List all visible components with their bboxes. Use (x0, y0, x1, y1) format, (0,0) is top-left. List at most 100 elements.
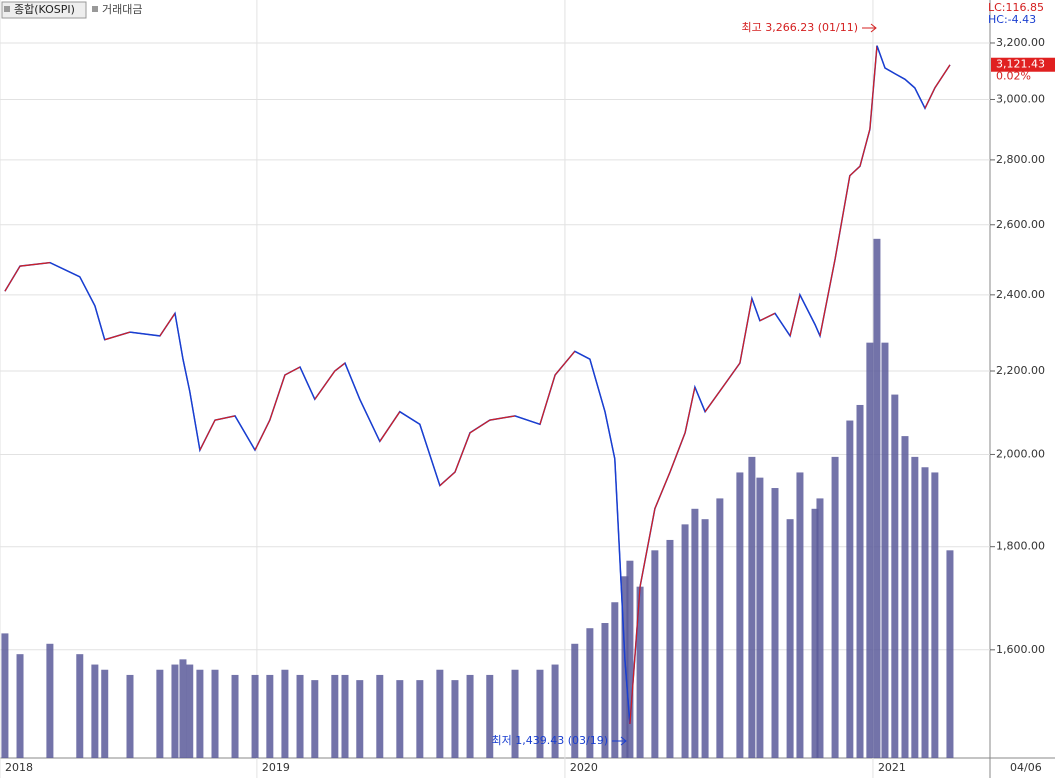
volume-bar (831, 456, 839, 758)
volume-bar (571, 643, 579, 758)
y-tick-label: 2,800.00 (996, 153, 1045, 166)
price-segment (849, 165, 861, 177)
price-segment (269, 374, 286, 421)
volume-bar (748, 456, 756, 758)
price-segment (469, 419, 491, 434)
volume-bar (436, 669, 444, 758)
price-segment (314, 370, 336, 400)
price-segment (859, 129, 871, 167)
volume-bar (266, 674, 274, 758)
volume-bar (171, 664, 179, 758)
legend-box[interactable] (1, 1, 87, 19)
price-segment (129, 331, 160, 337)
volume-bar (716, 498, 724, 758)
price-segment (704, 390, 721, 413)
legend-swatch (4, 6, 10, 12)
price-segment (604, 411, 616, 459)
volume-bar (681, 524, 689, 758)
volume-bar (901, 436, 909, 758)
price-segment (614, 458, 626, 661)
price-segment (904, 78, 916, 89)
x-tick-label: 2020 (570, 761, 598, 774)
volume-bar (126, 674, 134, 758)
price-segment (214, 415, 236, 421)
legend-swatch (92, 6, 98, 12)
price-segment (359, 399, 381, 442)
high-annotation: 최고 3,266.23 (01/11) (741, 21, 858, 34)
volume-bar (416, 680, 424, 758)
price-segment (419, 424, 441, 486)
volume-bar (16, 654, 24, 758)
volume-bar (46, 643, 54, 758)
price-segment (654, 471, 671, 509)
high-arrow (862, 23, 877, 33)
volume-bar (179, 659, 187, 758)
price-segment (489, 415, 516, 421)
price-segment (254, 419, 271, 451)
volume-bar (666, 539, 674, 758)
price-segment (799, 294, 816, 325)
price-segment (934, 64, 951, 89)
volume-bar (451, 680, 459, 758)
y-tick-label: 3,000.00 (996, 92, 1045, 105)
price-segment (684, 386, 696, 433)
price-segment (669, 432, 686, 473)
price-segment (694, 386, 706, 412)
price-segment (554, 350, 576, 376)
price-segment (759, 312, 776, 322)
price-segment (79, 276, 96, 307)
price-segment (199, 419, 216, 451)
y-tick-label: 2,600.00 (996, 218, 1045, 231)
price-segment (379, 411, 401, 442)
volume-bar (466, 674, 474, 758)
last-price-label: 3,121.43 (996, 58, 1045, 71)
price-segment (4, 265, 21, 292)
price-segment (751, 298, 761, 321)
y-tick-label: 1,800.00 (996, 540, 1045, 553)
volume-bar (1, 633, 9, 758)
volume-bar (626, 560, 634, 758)
price-segment (876, 45, 886, 69)
price-segment (182, 359, 191, 392)
change-label: 0.02% (996, 70, 1031, 83)
volume-bar (611, 602, 619, 758)
price-segment (284, 366, 301, 376)
volume-bar (691, 508, 699, 758)
low-arrow (612, 736, 627, 746)
volume-bar (921, 467, 929, 758)
volume-bar (356, 680, 364, 758)
volume-bar (186, 664, 194, 758)
volume-bar (91, 664, 99, 758)
price-segment (344, 362, 361, 400)
price-segment (884, 67, 896, 75)
volume-bar (911, 456, 919, 758)
price-segment (334, 362, 346, 372)
price-segment (439, 471, 456, 487)
volume-bar (251, 674, 259, 758)
volume-bar (786, 519, 794, 758)
price-segment (189, 391, 201, 451)
price-segment (834, 175, 851, 260)
price-segment (399, 411, 421, 425)
y-tick-label: 2,000.00 (996, 447, 1045, 460)
volume-bar (211, 669, 219, 758)
price-segment (49, 262, 81, 278)
volume-bar (536, 669, 544, 758)
legend-label[interactable]: 거래대금 (102, 3, 142, 16)
volume-bar (296, 674, 304, 758)
volume-bar (881, 342, 889, 758)
price-segment (299, 366, 316, 400)
volume-bar (931, 472, 939, 758)
price-segment (894, 73, 906, 80)
volume-bar (396, 680, 404, 758)
y-tick-label: 2,400.00 (996, 288, 1045, 301)
price-segment (789, 294, 801, 337)
volume-bar (946, 550, 954, 758)
volume-bar (811, 508, 819, 758)
volume-bar (736, 472, 744, 758)
volume-bar (551, 664, 559, 758)
price-segment (774, 312, 791, 337)
price-segment (869, 45, 878, 130)
legend-label[interactable]: 종합(KOSPI) (14, 3, 75, 16)
